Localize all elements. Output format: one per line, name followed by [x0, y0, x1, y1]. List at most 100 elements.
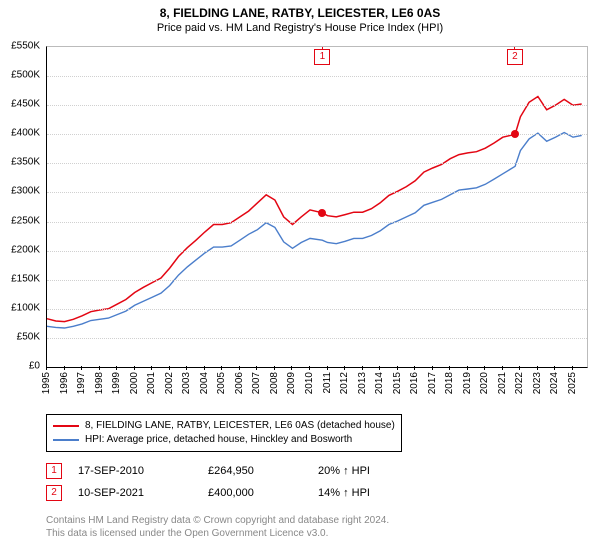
x-tick	[46, 366, 47, 370]
x-tick	[519, 366, 520, 370]
x-tick-label: 2024	[549, 372, 560, 412]
gridline-h	[47, 222, 587, 223]
x-tick-label: 2019	[462, 372, 473, 412]
x-tick	[554, 366, 555, 370]
y-tick-label: £0	[0, 361, 40, 372]
x-tick	[169, 366, 170, 370]
x-tick	[397, 366, 398, 370]
x-tick-label: 2025	[567, 372, 578, 412]
series-address	[47, 97, 582, 322]
x-tick-label: 2011	[322, 372, 333, 412]
x-tick	[64, 366, 65, 370]
gridline-h	[47, 163, 587, 164]
x-tick	[502, 366, 503, 370]
y-tick-label: £450K	[0, 99, 40, 110]
sale-table-badge: 2	[46, 485, 62, 501]
legend-swatch	[53, 425, 79, 427]
x-tick	[379, 366, 380, 370]
x-tick-label: 2005	[216, 372, 227, 412]
x-tick-label: 1997	[76, 372, 87, 412]
y-tick-label: £200K	[0, 244, 40, 255]
x-tick	[204, 366, 205, 370]
y-tick-label: £100K	[0, 302, 40, 313]
y-tick-label: £350K	[0, 157, 40, 168]
x-tick-label: 2010	[304, 372, 315, 412]
x-tick-label: 2006	[234, 372, 245, 412]
footer-line-2: This data is licensed under the Open Gov…	[46, 527, 389, 540]
plot-svg	[47, 47, 587, 367]
y-tick-label: £300K	[0, 186, 40, 197]
chart-container: { "title": "8, FIELDING LANE, RATBY, LEI…	[0, 0, 600, 560]
x-tick	[362, 366, 363, 370]
x-tick	[256, 366, 257, 370]
gridline-h	[47, 76, 587, 77]
sale-table-row: 1 17-SEP-2010£264,95020% ↑ HPI	[46, 460, 370, 482]
x-tick	[186, 366, 187, 370]
sale-date: 10-SEP-2021	[78, 487, 208, 499]
y-tick-label: £50K	[0, 331, 40, 342]
x-tick-label: 1999	[111, 372, 122, 412]
x-tick	[81, 366, 82, 370]
plot-area: 12	[46, 46, 588, 368]
x-tick	[414, 366, 415, 370]
x-tick-label: 2001	[146, 372, 157, 412]
x-tick	[327, 366, 328, 370]
sale-marker-dot	[318, 209, 326, 217]
x-tick	[309, 366, 310, 370]
x-tick-label: 2013	[357, 372, 368, 412]
legend-label: HPI: Average price, detached house, Hinc…	[85, 433, 352, 447]
gridline-h	[47, 134, 587, 135]
gridline-h	[47, 309, 587, 310]
footer-attribution: Contains HM Land Registry data © Crown c…	[46, 514, 389, 540]
gridline-h	[47, 280, 587, 281]
x-tick-label: 2021	[497, 372, 508, 412]
chart-title: 8, FIELDING LANE, RATBY, LEICESTER, LE6 …	[0, 0, 600, 20]
legend-label: 8, FIELDING LANE, RATBY, LEICESTER, LE6 …	[85, 419, 395, 433]
legend-item: 8, FIELDING LANE, RATBY, LEICESTER, LE6 …	[53, 419, 395, 433]
legend-swatch	[53, 439, 79, 441]
x-tick	[116, 366, 117, 370]
legend: 8, FIELDING LANE, RATBY, LEICESTER, LE6 …	[46, 414, 402, 452]
x-tick	[291, 366, 292, 370]
x-tick	[484, 366, 485, 370]
chart-subtitle: Price paid vs. HM Land Registry's House …	[0, 20, 600, 34]
sale-table-badge: 1	[46, 463, 62, 479]
y-tick-label: £250K	[0, 215, 40, 226]
x-tick-label: 2016	[409, 372, 420, 412]
sale-marker-badge: 1	[314, 49, 330, 65]
x-tick	[99, 366, 100, 370]
sale-price: £264,950	[208, 465, 318, 477]
x-tick-label: 2003	[181, 372, 192, 412]
y-tick-label: £500K	[0, 70, 40, 81]
gridline-h	[47, 338, 587, 339]
x-tick-label: 2012	[339, 372, 350, 412]
x-tick-label: 2022	[514, 372, 525, 412]
sale-date: 17-SEP-2010	[78, 465, 208, 477]
legend-item: HPI: Average price, detached house, Hinc…	[53, 433, 395, 447]
x-tick-label: 1995	[41, 372, 52, 412]
sale-vs-hpi: 14% ↑ HPI	[318, 487, 370, 499]
sale-table: 1 17-SEP-2010£264,95020% ↑ HPI 2 10-SEP-202…	[46, 460, 370, 504]
x-tick-label: 2000	[129, 372, 140, 412]
x-tick	[432, 366, 433, 370]
y-tick-label: £400K	[0, 128, 40, 139]
x-tick-label: 2015	[392, 372, 403, 412]
x-tick	[151, 366, 152, 370]
x-tick-label: 1998	[94, 372, 105, 412]
sale-table-row: 2 10-SEP-2021£400,00014% ↑ HPI	[46, 482, 370, 504]
sale-vs-hpi: 20% ↑ HPI	[318, 465, 370, 477]
x-tick-label: 2014	[374, 372, 385, 412]
sale-price: £400,000	[208, 487, 318, 499]
x-tick	[344, 366, 345, 370]
gridline-h	[47, 251, 587, 252]
x-tick-label: 2008	[269, 372, 280, 412]
x-tick	[537, 366, 538, 370]
gridline-h	[47, 192, 587, 193]
x-tick-label: 2017	[427, 372, 438, 412]
y-tick-label: £150K	[0, 273, 40, 284]
x-tick	[134, 366, 135, 370]
y-tick-label: £550K	[0, 41, 40, 52]
x-tick-label: 2023	[532, 372, 543, 412]
x-tick	[221, 366, 222, 370]
x-tick	[274, 366, 275, 370]
